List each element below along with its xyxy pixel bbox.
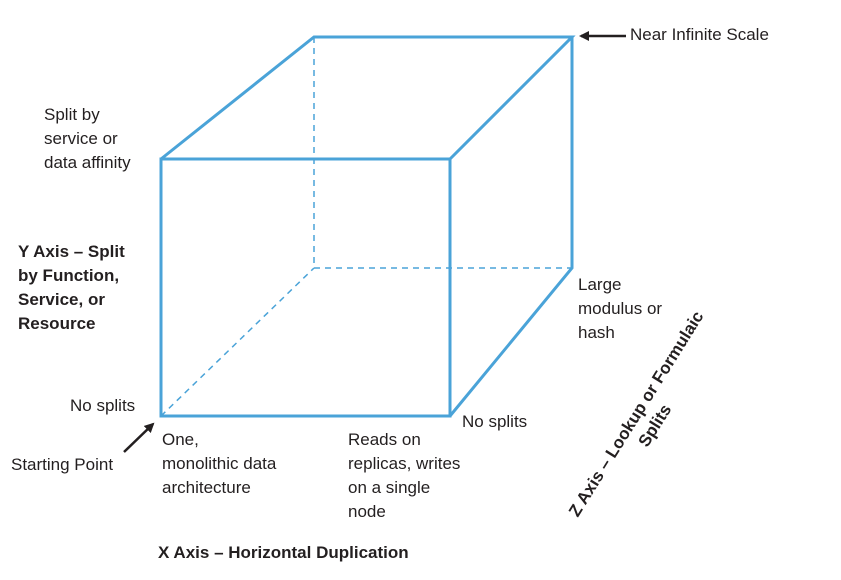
cube-hidden-edges	[160, 37, 572, 417]
reads-on-replicas-line-3: on a single	[348, 478, 431, 497]
split-by-service-line-1: Split by	[44, 105, 100, 124]
large-modulus-line-1: Large	[578, 275, 622, 294]
y-axis-title-line-4: Resource	[18, 314, 96, 333]
split-by-service-line-2: service or	[44, 129, 118, 148]
cube-front-face	[159, 157, 452, 418]
y-axis-title-line-1: Y Axis – Split	[18, 242, 125, 261]
y-axis-title-line-2: by Function,	[18, 266, 120, 285]
monolithic-line-2: monolithic data	[162, 454, 277, 473]
reads-on-replicas-label: Reads on replicas, writes on a single no…	[348, 428, 460, 524]
reads-on-replicas-line-1: Reads on	[348, 430, 421, 449]
y-axis-title: Y Axis – Split by Function, Service, or …	[18, 240, 125, 336]
reads-on-replicas-line-2: replicas, writes	[348, 454, 461, 473]
split-by-service-line-3: data affinity	[44, 153, 131, 172]
x-axis-title: X Axis – Horizontal Duplication	[158, 543, 409, 562]
hidden-edge-diagonal	[160, 267, 315, 417]
starting-point-arrow	[123, 422, 155, 453]
cube-visible-edges	[159, 35, 576, 418]
cube-top-face	[160, 35, 576, 161]
monolithic-line-1: One,	[162, 430, 199, 449]
near-infinite-scale-label: Near Infinite Scale	[630, 25, 769, 44]
monolithic-label: One, monolithic data architecture	[162, 428, 276, 500]
large-modulus-label: Large modulus or hash	[578, 273, 662, 345]
large-modulus-line-3: hash	[578, 323, 615, 342]
starting-point-label: Starting Point	[11, 455, 114, 474]
monolithic-line-3: architecture	[162, 478, 251, 497]
no-splits-x-label: No splits	[462, 412, 528, 431]
split-by-service-label: Split by service or data affinity	[44, 103, 131, 175]
reads-on-replicas-line-4: node	[348, 502, 386, 521]
y-axis-title-line-3: Service, or	[18, 290, 105, 309]
cube-right-face	[448, 37, 574, 417]
large-modulus-line-2: modulus or	[578, 299, 663, 318]
no-splits-y-label: No splits	[70, 396, 136, 415]
